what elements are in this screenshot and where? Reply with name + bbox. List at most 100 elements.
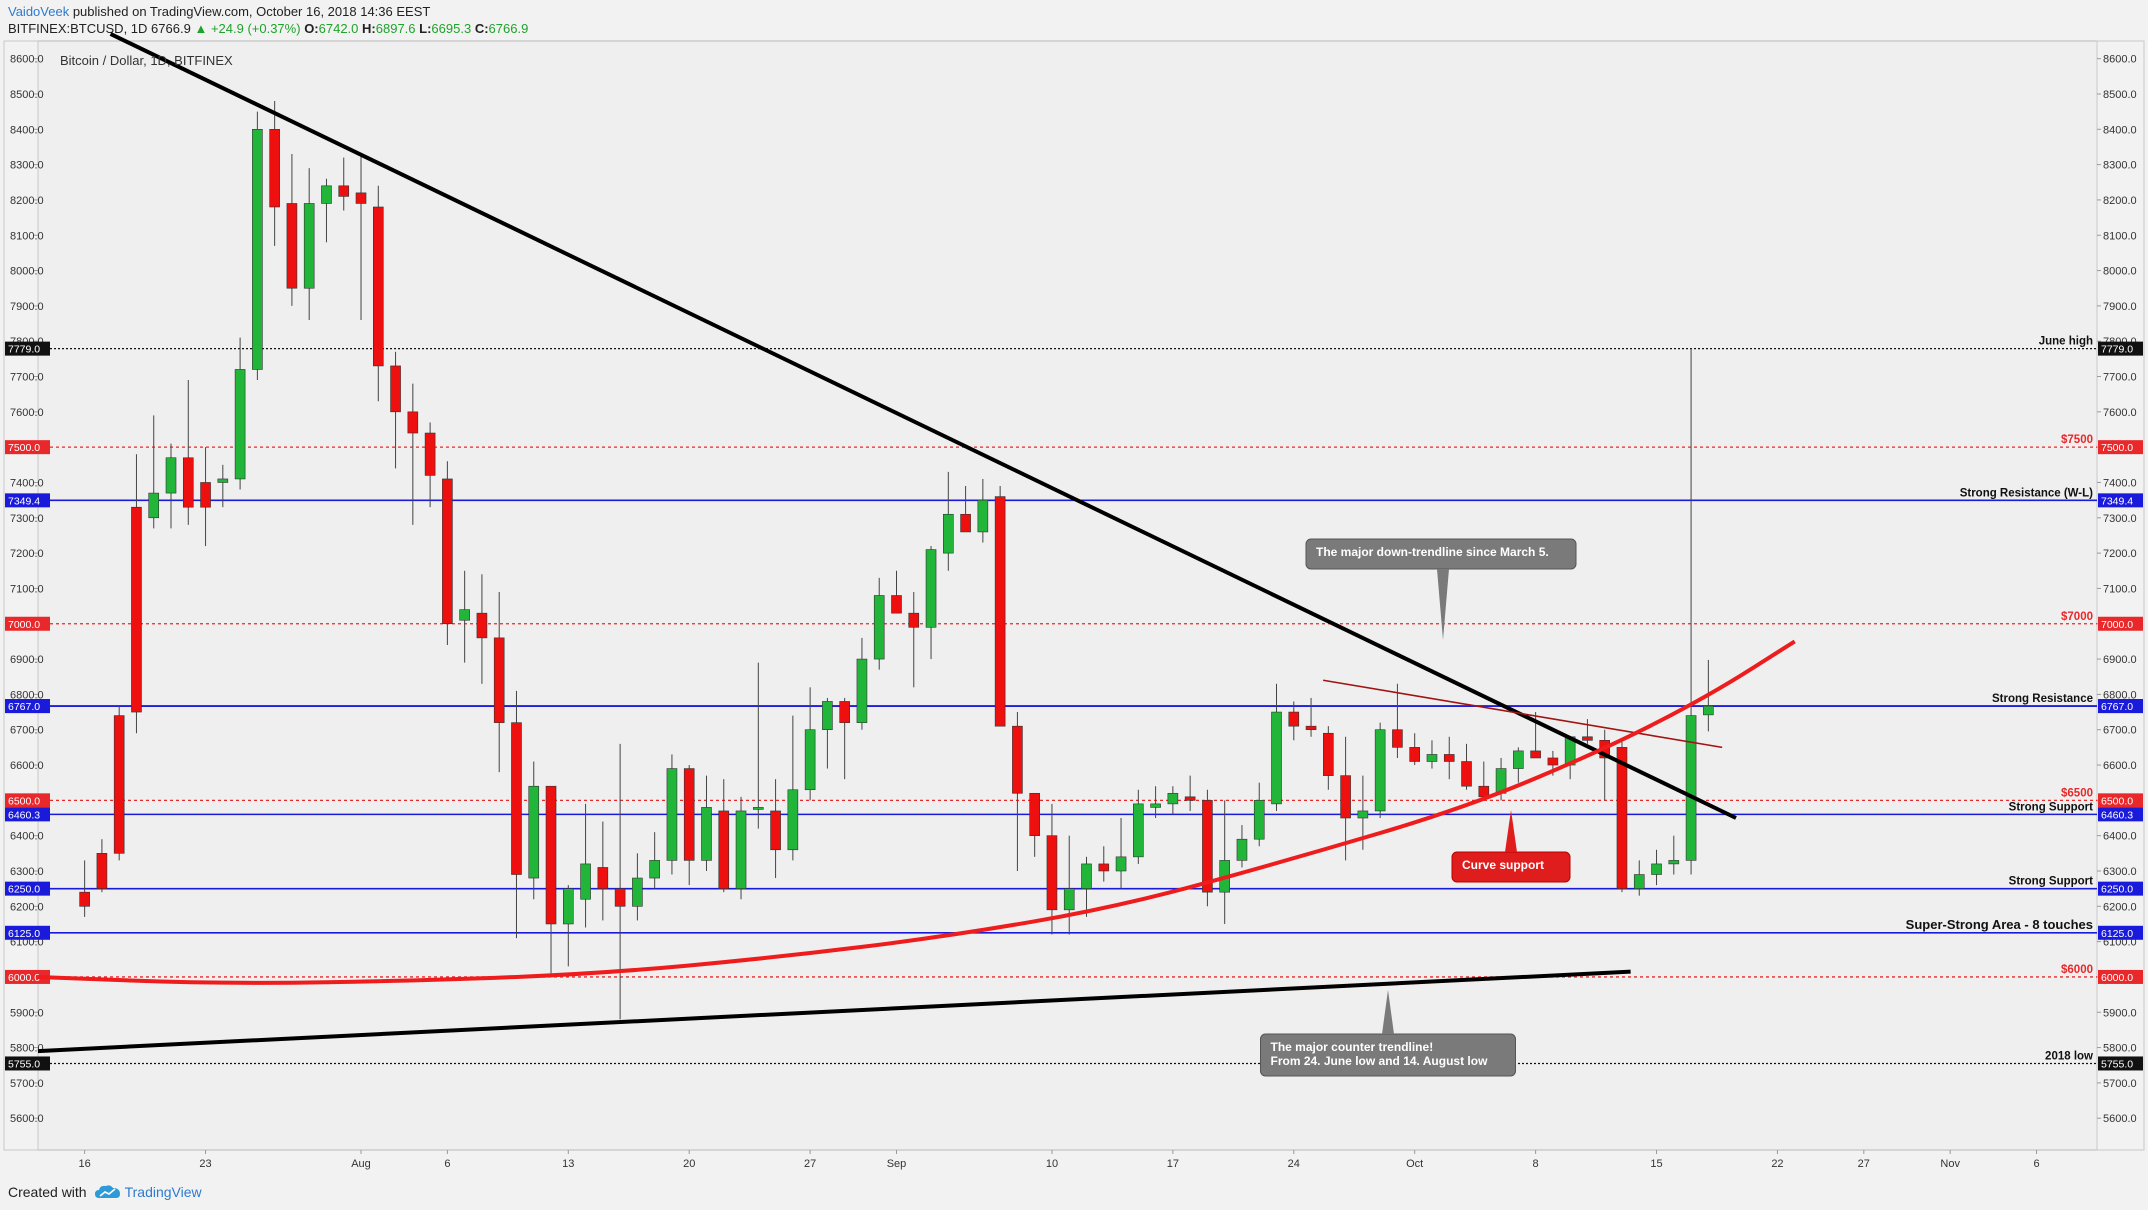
candle-down [390,365,401,413]
candle-up [1063,888,1075,911]
candle-up [321,185,332,204]
trendline-small-downtrend [1323,679,1723,749]
x-tick-label: 20 [683,1158,695,1170]
published-text: published on TradingView.com, October 16… [72,4,431,19]
x-tick-label: 10 [1046,1158,1058,1170]
candle-down [891,595,902,614]
open-label: O: [304,21,319,36]
candle-down [442,478,453,625]
candle-up [1651,863,1662,875]
level-tag-left [5,969,50,984]
candle-up [1271,711,1282,805]
y-tick-label-right: 5700.0 [2103,1078,2137,1090]
y-tick-label-right: 5800.0 [2103,1043,2137,1055]
y-tick-label-right: 6900.0 [2103,654,2137,666]
y-tick-label-left: 5700.0 [10,1078,44,1090]
level-tag-text-right: 7500.0 [2101,442,2133,454]
candle-up [1115,856,1127,872]
candle-down [614,888,626,907]
candle-up [804,729,816,791]
level-tag-right [2098,881,2143,896]
y-tick-label-right: 7400.0 [2103,477,2137,489]
level-tag-left [5,699,50,714]
candle-up [1668,860,1680,865]
level-tag-text-left: 6460.3 [8,809,40,821]
last-price: 6766.9 [151,21,191,36]
author-link[interactable]: VaidoVeek [8,4,70,19]
candle-up [148,492,160,519]
y-tick-label-left: 7400.0 [10,477,44,489]
y-tick-label-left: 6600.0 [10,760,44,772]
candle-down [770,810,781,851]
level-tag-text-left: 7349.4 [8,495,40,507]
candle-up [943,513,954,554]
candle-up [303,203,315,289]
level-label: June high [2039,336,2093,348]
level-tag-right [2098,925,2143,940]
candle-down [1547,757,1559,766]
level-tag-left [5,881,50,896]
x-tick-label: Aug [351,1158,371,1170]
level-tag-text-left: 7500.0 [8,442,40,454]
candle-up [1633,874,1645,889]
candle-down [79,891,90,907]
level-tag-text-right: 6000.0 [2101,972,2133,984]
candle-down [960,513,971,533]
candle-up [649,860,660,879]
level-tag-text-left: 6125.0 [8,928,40,940]
candle-up [217,478,229,483]
candle-down [1184,796,1196,801]
candle-down [597,867,609,889]
candle-up [580,863,591,900]
low-label: L: [419,21,432,36]
candle-up [1133,803,1144,858]
y-tick-label-left: 8300.0 [10,160,44,172]
tradingview-cloud-icon [94,1185,120,1198]
candle-down [1288,711,1300,727]
candle-down [1012,725,1023,794]
candle-up [787,789,799,851]
candle-down [1098,863,1110,872]
level-tag-text-right: 6125.0 [2101,928,2133,940]
ohlc-legend: BITFINEX:BTCUSD, 1D 6766.9 ▲ +24.9 (+0.3… [8,21,528,36]
high-value: 6897.6 [375,21,416,36]
candle-up [977,499,989,533]
y-tick-label-right: 7300.0 [2103,513,2137,525]
level-tag-text-left: 6250.0 [8,884,40,896]
y-tick-label-right: 6700.0 [2103,725,2137,737]
x-tick-label: 15 [1650,1158,1662,1170]
open-value: 6742.0 [318,21,359,36]
candle-down [1029,792,1040,836]
y-tick-label-left: 8000.0 [10,266,44,278]
level-tag-left [5,1056,50,1071]
level-tag-text-left: 7779.0 [8,344,40,356]
tradingview-brand: TradingView [124,1184,202,1200]
footer: Created with TradingView [8,1184,202,1200]
candle-down [1202,800,1213,893]
candle-down [1392,729,1403,748]
y-tick-label-left: 8100.0 [10,230,44,242]
y-tick-label-right: 5900.0 [2103,1007,2137,1019]
candle-up [234,369,246,480]
y-tick-label-right: 7900.0 [2103,301,2137,313]
level-label: Super-Strong Area - 8 touches [1906,917,2093,932]
level-tag-right [2098,699,2143,714]
chart-title: Bitcoin / Dollar, 1D, BITFINEX [60,53,233,68]
level-tag-text-right: 6460.3 [2101,809,2133,821]
candle-up [1374,729,1386,812]
candle-down [1530,750,1541,759]
y-tick-label-right: 6800.0 [2103,689,2137,701]
y-tick-label-left: 6700.0 [10,725,44,737]
candle-down [286,203,298,289]
level-tag-right [2098,807,2143,822]
x-tick-label: 17 [1167,1158,1179,1170]
candle-up [632,877,643,907]
level-tag-left [5,793,50,808]
candle-up [873,595,885,660]
tradingview-link[interactable]: TradingView [94,1184,202,1200]
x-tick-label: 23 [199,1158,211,1170]
candle-down [1443,754,1455,762]
candle-down [131,506,142,713]
candle-down [407,411,419,434]
